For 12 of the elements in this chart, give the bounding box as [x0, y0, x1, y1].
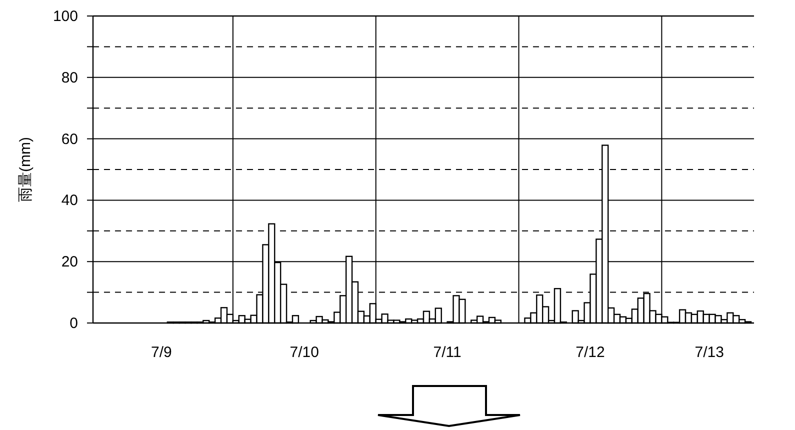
x-tick-label: 7/11: [433, 344, 462, 361]
x-tick-label: 7/13: [694, 344, 724, 361]
x-tick-label: 7/12: [576, 344, 605, 361]
y-tick-label: 100: [52, 8, 78, 25]
x-tick-label: 7/10: [290, 344, 319, 361]
y-tick-label: 0: [70, 315, 78, 332]
y-tick-label: 40: [61, 192, 78, 210]
y-tick-label: 60: [61, 130, 78, 148]
y-axis-title: 雨量(mm): [17, 137, 34, 202]
y-tick-label: 20: [61, 254, 78, 271]
y-tick-label: 80: [61, 69, 78, 86]
x-tick-label: 7/9: [151, 344, 172, 361]
